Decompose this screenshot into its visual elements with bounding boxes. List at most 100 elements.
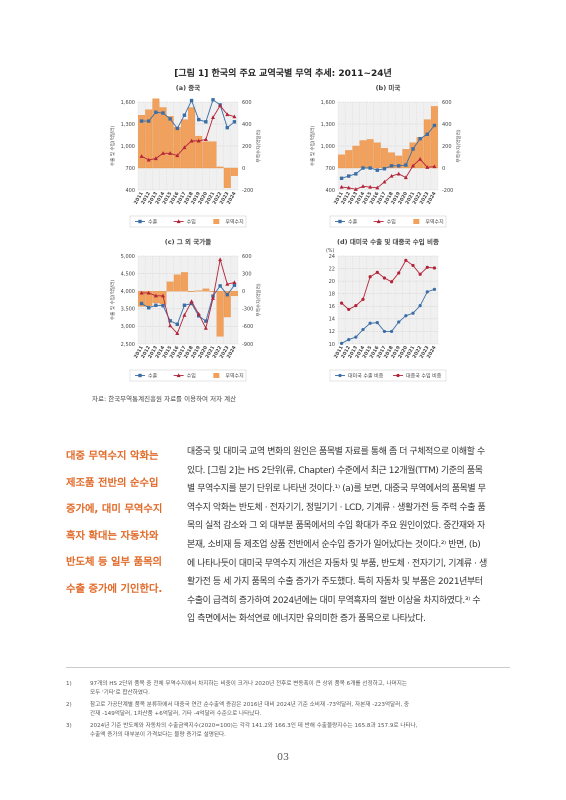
legend-label: 수출: [348, 218, 358, 225]
data-point: [354, 172, 358, 176]
footnote-line: 참고로 가공단계별 품목 분류하에서 대중국 연간 순수출액 증감은 2016년…: [90, 701, 410, 708]
data-point: [146, 157, 151, 162]
footnote-divider: [66, 667, 510, 668]
y-right-tick-label: -600: [242, 324, 253, 330]
data-point: [147, 306, 151, 310]
y-right-tick-label: -200: [242, 188, 253, 194]
data-point: [404, 163, 408, 167]
body-line: 입 측면에서는 화석연료 에너지만 유의미한 증가 품목으로 나타났다.: [187, 614, 426, 625]
data-point: [139, 301, 144, 306]
data-point: [375, 185, 380, 190]
page-number: 03: [276, 752, 290, 763]
legend-marker: [138, 373, 142, 378]
data-point: [361, 166, 365, 170]
data-point: [418, 272, 422, 276]
data-point: [232, 280, 237, 284]
y-right-tick-label: 200: [242, 144, 252, 150]
y-right-tick-label: 200: [442, 144, 452, 150]
chart-svg: (c) 그 외 국가들 2,500 3,000 3,500 4,000 4,500 5,00…: [109, 237, 262, 382]
y-tick-label: 1,600: [121, 100, 135, 106]
data-point: [197, 314, 201, 318]
figure-source: 자료: 한국무역통계진흥원 자료를 이용하여 저자 계산: [92, 395, 237, 403]
data-point: [154, 110, 158, 114]
y-tick-label: 2,500: [121, 342, 135, 348]
data-point: [161, 303, 165, 308]
body-line: 대중국 및 대미국 교역 변화의 원인은 품목별 자료를 통해 좀 더 구체적으…: [187, 447, 485, 457]
data-point: [161, 293, 165, 298]
data-point: [225, 281, 230, 286]
data-point: [368, 275, 372, 279]
pull-quote-line: 대중 무역수지 악화는: [66, 450, 159, 462]
footnote-line: 간재 -149억달러, 1차산품 +6억달러, 기타 -4억달러 수준으로 나타…: [90, 710, 262, 717]
chart-china: (a) 중국 400 700 1,000 1,300 1,600 -200 0 200 400 60…: [92, 80, 272, 230]
bar: [202, 288, 210, 292]
legend-label: 수입: [387, 218, 396, 225]
data-point: [425, 165, 430, 169]
legend: 대미국 수출 비중 대중국 수입 비중: [329, 369, 447, 382]
legend-box: [329, 215, 447, 228]
x-tick-label: 2017: [176, 345, 188, 360]
y-tick-label: 16: [329, 304, 335, 310]
chart-svg: (a) 중국 400 700 1,000 1,300 1,600 -200 0 200 400 60…: [109, 84, 262, 228]
data-point: [382, 167, 387, 171]
data-point: [368, 166, 372, 170]
legend-swatch: [213, 219, 220, 224]
y-tick-label: 10: [329, 342, 335, 348]
x-tick-label: 2013: [147, 191, 159, 206]
y-right-tick-label: 0: [242, 166, 245, 172]
data-point: [389, 164, 394, 168]
footnote: 3) 2024년 기준 반도체와 자동차의 수출금액지수(2020=100)는 …: [66, 722, 510, 740]
y-right-tick-label: 600: [242, 100, 252, 106]
data-point: [389, 280, 394, 284]
data-point: [232, 120, 237, 124]
bar: [352, 145, 360, 169]
y-tick-label: 700: [125, 166, 135, 172]
data-point: [175, 126, 179, 131]
y-right-tick-label: 0: [442, 166, 445, 172]
data-point: [382, 179, 387, 184]
data-point: [425, 132, 429, 136]
bar: [345, 150, 353, 169]
data-point: [204, 319, 208, 323]
data-point: [225, 112, 230, 117]
footnote-line: 수출액 증가의 대부분이 가격보다는 물량 증가로 설명된다.: [90, 731, 226, 738]
y-axis-label: 수출 및 수입(억달러): [109, 280, 116, 321]
bar: [173, 127, 181, 169]
legend: 수출 수입 무역수지: [329, 215, 447, 228]
x-tick-label: 2022: [211, 345, 223, 360]
y-tick-label: 3,500: [121, 307, 135, 313]
legend-label: 수입: [187, 372, 196, 379]
footnote-number: 1): [66, 681, 72, 687]
legend-box: [329, 369, 447, 382]
y-tick-label: 5,000: [121, 254, 135, 260]
body-line: 본재, 소비재 등 제조업 상품 전반에서 순수입 증가가 일어났다는 것이다.…: [187, 539, 481, 550]
bar: [388, 152, 395, 169]
legend-swatch: [413, 219, 420, 224]
bar: [231, 291, 238, 297]
series-line: [339, 157, 437, 191]
data-point: [139, 154, 144, 158]
legend-marker: [338, 219, 342, 224]
bar: [181, 272, 188, 292]
data-point: [232, 114, 237, 119]
bar: [216, 166, 224, 169]
x-tick-label: 2021: [204, 345, 216, 360]
bar: [231, 167, 238, 176]
data-point: [175, 153, 180, 158]
y-tick-label: 4,000: [121, 289, 135, 295]
x-tick-label: 2015: [161, 345, 173, 360]
data-point: [411, 163, 415, 168]
data-point: [396, 171, 401, 176]
data-point: [418, 157, 423, 161]
bar: [145, 109, 153, 169]
bar: [202, 141, 210, 169]
bar: [366, 139, 374, 169]
data-point: [404, 314, 408, 318]
legend: 수출 수입 무역수지: [129, 215, 247, 228]
x-tick-label: 2023: [419, 345, 431, 360]
footnote-line: 97개의 HS 2단위 품목 중 전체 무역수지에서 차지하는 비중이 크거나 …: [90, 681, 408, 687]
x-tick-label: 2022: [411, 345, 423, 360]
y-right-axis-label: 무역수지(억달러): [255, 283, 262, 316]
bar: [138, 115, 145, 169]
data-point: [189, 299, 194, 304]
